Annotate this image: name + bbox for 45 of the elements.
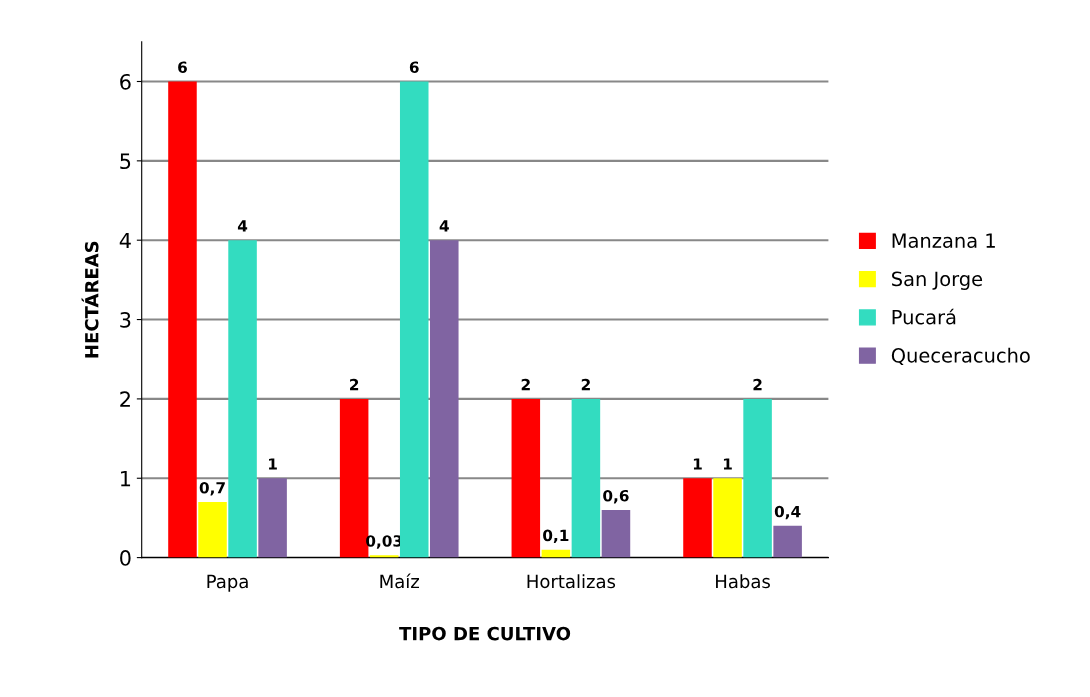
data-label: 1 bbox=[723, 458, 732, 470]
bar bbox=[601, 509, 631, 558]
data-label: 4 bbox=[237, 220, 248, 232]
y-tick-label: 1 bbox=[121, 470, 131, 487]
bar bbox=[168, 81, 197, 558]
x-tick-label: Papa bbox=[207, 574, 248, 592]
legend-label: Pucará bbox=[892, 308, 956, 325]
data-label: 4 bbox=[439, 220, 449, 232]
bar bbox=[258, 478, 287, 558]
y-tick-label: 0 bbox=[120, 550, 131, 566]
bar bbox=[743, 398, 772, 558]
data-label: 0,7 bbox=[199, 481, 225, 496]
bar bbox=[713, 478, 742, 558]
data-label: 6 bbox=[409, 61, 419, 73]
bar bbox=[198, 502, 227, 558]
data-label: 0,1 bbox=[543, 529, 569, 544]
data-label: 6 bbox=[178, 61, 187, 73]
bar bbox=[430, 240, 459, 558]
data-label: 2 bbox=[521, 378, 530, 391]
y-tick-label: 3 bbox=[120, 312, 131, 328]
y-tick-label: 4 bbox=[119, 232, 131, 249]
data-label: 2 bbox=[581, 378, 590, 391]
bar bbox=[399, 81, 429, 558]
legend-label: Manzana 1 bbox=[892, 233, 995, 248]
bar bbox=[571, 398, 601, 558]
x-axis-title: TIPO DE CULTIVO bbox=[399, 626, 571, 641]
data-label: 1 bbox=[269, 458, 277, 470]
y-tick-label: 5 bbox=[120, 153, 131, 170]
legend-label: San Jorge bbox=[892, 271, 983, 290]
y-axis-title: HECTÁREAS bbox=[81, 241, 99, 358]
bar bbox=[511, 398, 541, 558]
bar bbox=[683, 478, 712, 558]
data-label: 0,4 bbox=[774, 505, 801, 520]
bar bbox=[773, 525, 802, 558]
data-label: 1 bbox=[693, 458, 702, 470]
legend-label: Queceracucho bbox=[891, 347, 1030, 365]
bar bbox=[228, 240, 257, 558]
data-label: 0,6 bbox=[603, 489, 629, 504]
x-tick-label: Hortalizas bbox=[527, 574, 616, 589]
x-tick-label: Habas bbox=[716, 574, 770, 589]
x-tick-label: Maíz bbox=[380, 573, 419, 589]
data-label: 2 bbox=[350, 378, 359, 391]
y-tick-label: 6 bbox=[120, 73, 131, 90]
y-tick-label: 2 bbox=[120, 391, 130, 407]
data-label: 2 bbox=[753, 378, 762, 391]
